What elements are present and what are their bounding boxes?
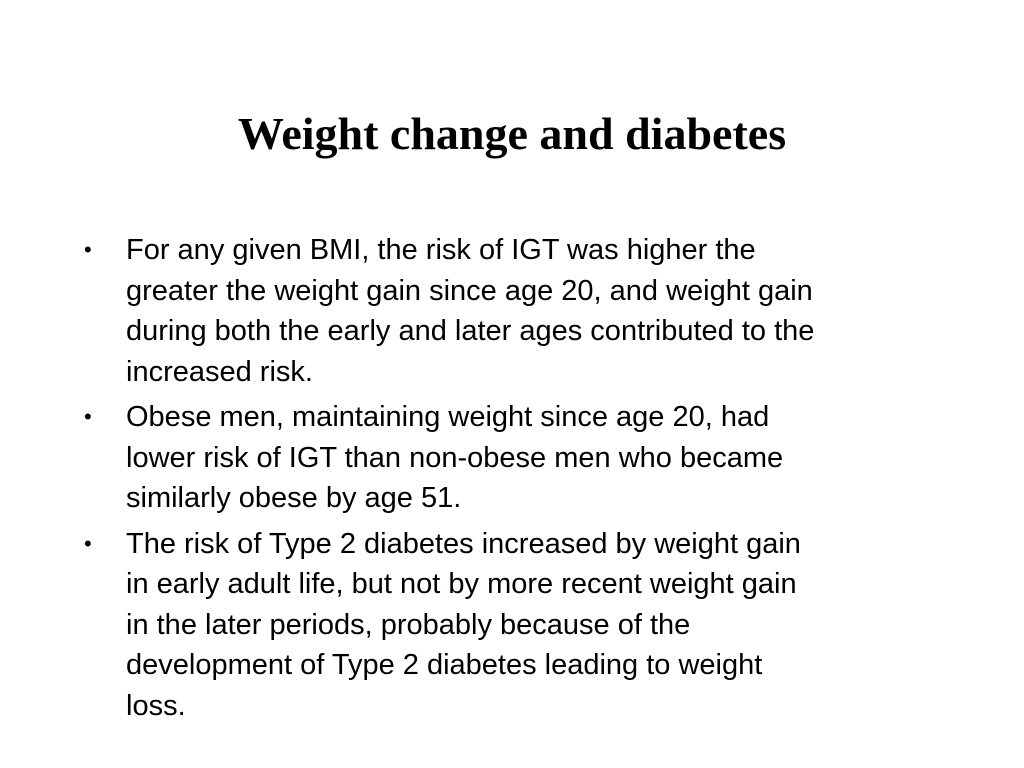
bullet-item: • For any given BMI, the risk of IGT was… (84, 230, 944, 392)
bullet-text: The risk of Type 2 diabetes increased by… (126, 527, 801, 722)
bullet-dot-icon: • (84, 404, 92, 429)
slide-title: Weight change and diabetes (237, 108, 787, 159)
bullet-item: • The risk of Type 2 diabetes increased … (84, 524, 944, 727)
bullet-text: Obese men, maintaining weight since age … (126, 401, 784, 514)
bullet-list: • For any given BMI, the risk of IGT was… (84, 230, 944, 731)
bullet-dot-icon: • (84, 237, 92, 262)
bullet-item: • Obese men, maintaining weight since ag… (84, 397, 944, 519)
bullet-text: For any given BMI, the risk of IGT was h… (126, 234, 815, 388)
bullet-dot-icon: • (84, 530, 92, 556)
